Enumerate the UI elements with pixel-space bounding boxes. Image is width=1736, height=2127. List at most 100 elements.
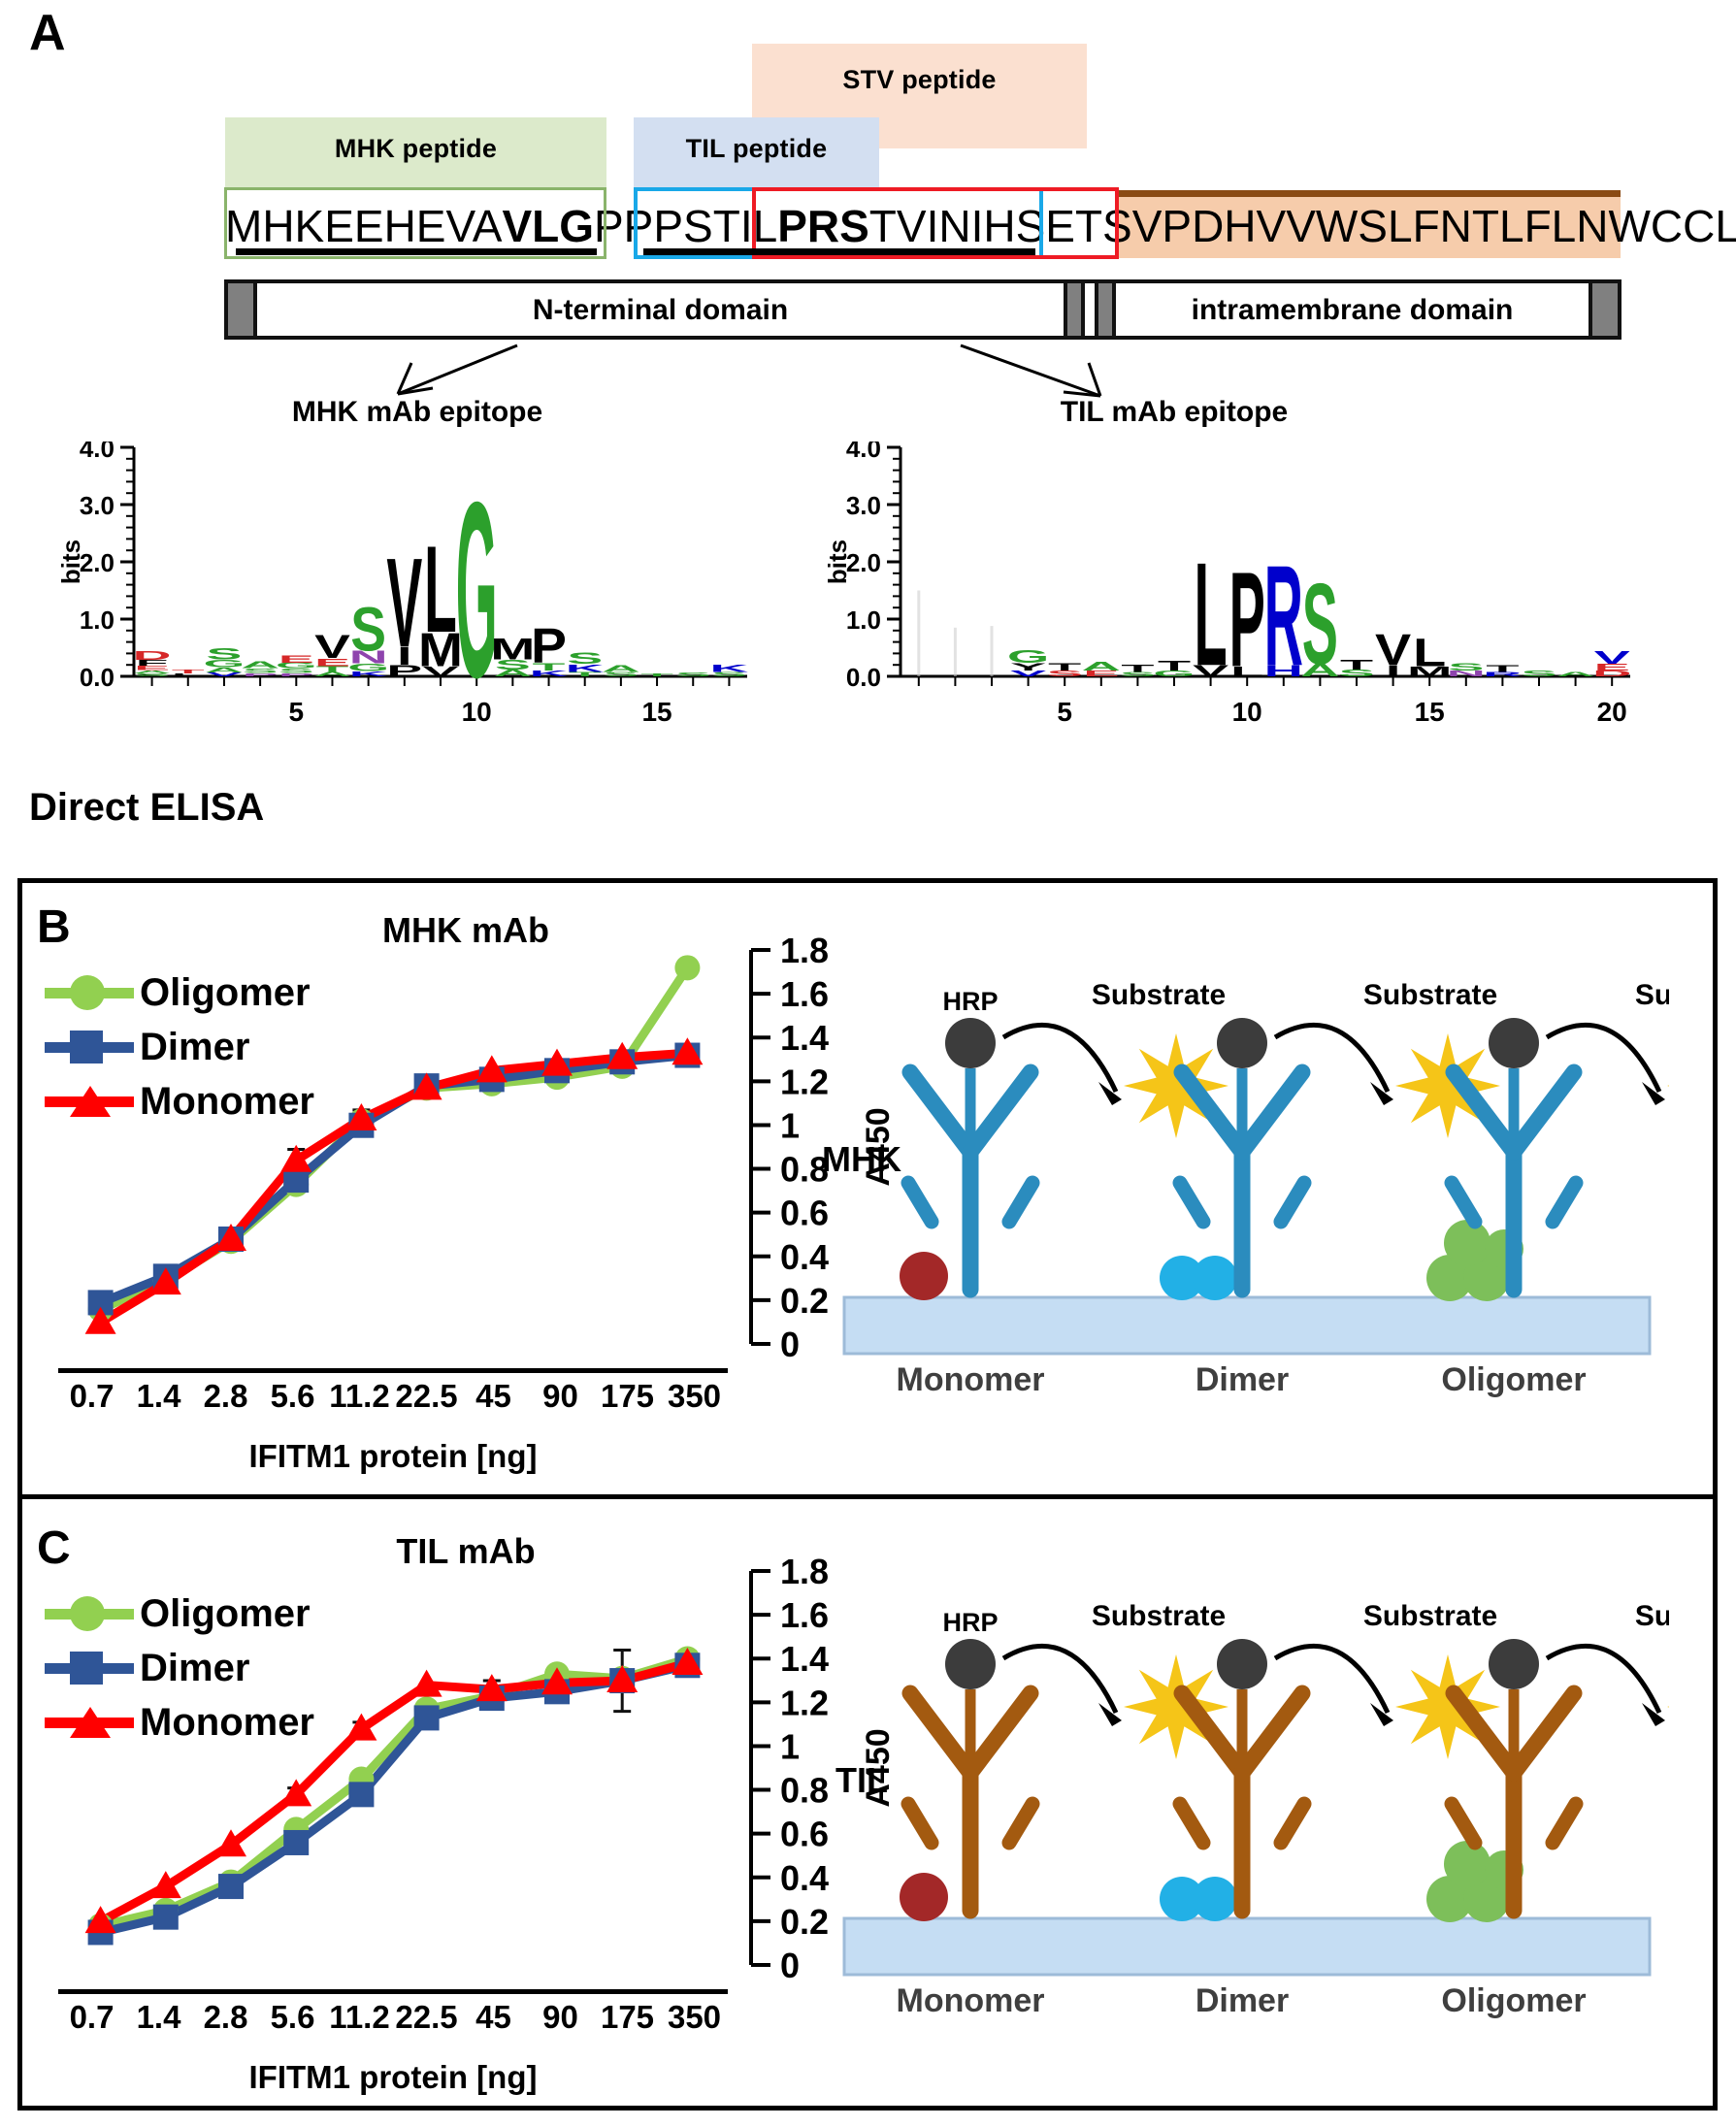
svg-text:P: P [1229,545,1265,696]
x-axis-tick-label: 5.6 [270,1378,315,1414]
sequence-segment: TVINIHSET [868,201,1103,251]
svg-text:Substrate: Substrate [1363,1600,1497,1632]
x-axis-tick-label: 350 [667,1999,722,2035]
svg-text:P: P [243,672,278,677]
svg-text:0.8: 0.8 [780,1771,829,1811]
sequence-segment: VLG [502,201,594,251]
svg-text:F: F [136,659,169,668]
svg-text:T: T [1486,664,1520,674]
x-axis-tick-label: 45 [475,1378,511,1414]
svg-text:0.8: 0.8 [780,1150,829,1190]
x-axis-tick-label: 2.8 [203,1999,248,2035]
svg-text:0.4: 0.4 [780,1237,829,1277]
svg-text:0.2: 0.2 [780,1902,829,1942]
legend-line-swatch [45,975,134,1010]
legend-square-marker [70,1031,103,1064]
legend-label: Monomer [140,1700,314,1744]
svg-text:L: L [424,520,457,659]
svg-text:5: 5 [289,697,305,727]
svg-text:2.0: 2.0 [846,548,881,577]
svg-text:G: G [1007,646,1049,666]
svg-text:S: S [675,671,711,677]
svg-text:D: D [1592,670,1631,678]
svg-text:G: G [1153,670,1195,678]
svg-text:M: M [418,624,463,677]
domain-bar [224,279,1621,340]
mhk-peptide-band [225,117,606,187]
svg-text:5: 5 [1057,697,1072,727]
svg-text:V: V [1375,625,1411,674]
svg-text:N: N [1447,670,1486,678]
svg-text:S: S [243,668,278,674]
x-axis-title: IFITM1 protein [ng] [248,1438,538,1474]
svg-text:15: 15 [1415,697,1445,727]
x-axis-tick-label: 11.2 [329,1378,390,1414]
til-peptide-band [634,117,879,187]
legend-label: Oligomer [140,1591,311,1635]
svg-text:1.2: 1.2 [780,1062,829,1101]
svg-text:1.6: 1.6 [780,1595,829,1635]
legend-item: Oligomer [45,1587,314,1641]
svg-text:1.2: 1.2 [780,1683,829,1722]
svg-text:V: V [1010,670,1047,678]
svg-text:A: A [313,671,352,677]
svg-text:0.0: 0.0 [80,663,115,692]
svg-text:Oligomer: Oligomer [1441,1361,1586,1398]
legend-item: Monomer [45,1074,314,1129]
svg-text:V: V [386,533,422,674]
svg-text:K: K [349,670,389,677]
svg-text:1.4: 1.4 [780,1018,829,1058]
svg-text:10: 10 [462,697,492,727]
svg-text:S: S [1448,661,1484,673]
x-axis-tick-label: 1.4 [136,1999,181,2035]
x-axis-tick-label: 22.5 [395,1378,458,1414]
svg-text:1: 1 [780,1105,800,1145]
legend-item: Dimer [45,1641,314,1695]
mhk-peptide-label: MHK peptide [334,133,498,163]
svg-text:T: T [533,661,566,673]
svg-text:0.6: 0.6 [780,1815,829,1854]
svg-text:G: G [276,661,317,670]
svg-text:V: V [1193,662,1229,679]
protein-sequence: MHKEEHEVA VLG PPPS TIL PR S TVINIHSET SVPDH VVWS… [225,194,1736,258]
domain-cap-mid-2 [1095,279,1116,340]
domain-cap-mid-1 [1064,279,1085,340]
svg-text:A: A [133,670,172,674]
svg-text:S: S [1120,671,1156,677]
svg-text:G: G [347,662,389,674]
svg-text:L: L [1195,534,1228,698]
svg-text:MHK: MHK [822,1139,901,1179]
svg-text:A: A [493,668,532,678]
svg-text:T: T [569,671,602,677]
sequence-segment: MHKEEHEVA [225,201,503,251]
svg-text:M: M [1407,664,1452,680]
svg-text:A: A [1556,671,1594,677]
svg-text:0: 0 [780,1325,800,1363]
svg-text:3.0: 3.0 [846,491,881,520]
svg-text:S: S [1521,670,1556,678]
panel-c-frame [17,1499,1718,2111]
x-axis-tick-label: 90 [542,1999,578,2035]
svg-text:L: L [172,672,205,677]
svg-text:E: E [314,656,350,669]
panel-c-schematic: Substrate Monomer Substrate Dimer Substrate O… [815,1557,1736,2106]
svg-text:Dimer: Dimer [1196,1361,1289,1398]
panel-c-title: TIL mAb [396,1531,536,1571]
svg-text:1: 1 [780,1726,800,1766]
legend-triangle-marker [70,1707,111,1738]
svg-text:R: R [1264,536,1303,696]
svg-text:0.0: 0.0 [846,663,881,692]
svg-text:S: S [603,671,639,677]
x-axis-line [58,1989,728,1994]
svg-text:E: E [278,653,314,666]
til-peptide-label: TIL peptide [685,133,828,163]
svg-text:S: S [350,595,386,665]
svg-text:Substrate: Substrate [1092,979,1226,1011]
svg-text:S: S [1047,670,1083,678]
legend-label: Dimer [140,1646,250,1689]
legend-label: Dimer [140,1025,250,1068]
legend-line-swatch [45,1707,134,1738]
til-sequence-underline [643,248,1035,255]
svg-text:Monomer: Monomer [897,1982,1045,2019]
intramembrane-highlight [1119,190,1621,258]
